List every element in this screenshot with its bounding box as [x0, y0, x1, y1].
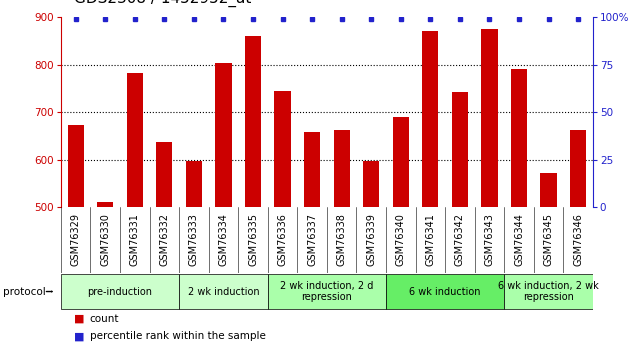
- Text: 2 wk induction: 2 wk induction: [188, 287, 259, 296]
- Text: pre-induction: pre-induction: [88, 287, 153, 296]
- Bar: [215, 63, 231, 207]
- Text: protocol: protocol: [3, 287, 46, 296]
- Text: GSM76344: GSM76344: [514, 213, 524, 266]
- Bar: [127, 73, 143, 207]
- Text: GSM76340: GSM76340: [395, 213, 406, 266]
- FancyBboxPatch shape: [61, 275, 179, 308]
- Bar: [393, 117, 409, 207]
- Bar: [570, 130, 587, 207]
- Bar: [274, 91, 291, 207]
- Text: GSM76337: GSM76337: [307, 213, 317, 266]
- Bar: [481, 29, 497, 207]
- Text: GSM76330: GSM76330: [100, 213, 110, 266]
- Text: GSM76332: GSM76332: [160, 213, 169, 266]
- Text: 6 wk induction, 2 wk
repression: 6 wk induction, 2 wk repression: [498, 281, 599, 302]
- FancyBboxPatch shape: [504, 275, 593, 308]
- Text: GSM76339: GSM76339: [366, 213, 376, 266]
- Text: GSM76336: GSM76336: [278, 213, 288, 266]
- Bar: [67, 125, 84, 207]
- Text: GSM76346: GSM76346: [573, 213, 583, 266]
- Text: GSM76333: GSM76333: [189, 213, 199, 266]
- Text: ■: ■: [74, 314, 84, 324]
- Text: ■: ■: [74, 332, 84, 341]
- Text: GSM76345: GSM76345: [544, 213, 554, 266]
- Text: GSM76338: GSM76338: [337, 213, 347, 266]
- Text: GSM76334: GSM76334: [219, 213, 228, 266]
- FancyBboxPatch shape: [179, 275, 268, 308]
- Text: GSM76331: GSM76331: [129, 213, 140, 266]
- Text: GDS2308 / 1452952_at: GDS2308 / 1452952_at: [74, 0, 251, 7]
- Bar: [333, 130, 350, 207]
- FancyBboxPatch shape: [386, 275, 504, 308]
- FancyBboxPatch shape: [268, 275, 386, 308]
- Bar: [97, 202, 113, 207]
- Text: 2 wk induction, 2 d
repression: 2 wk induction, 2 d repression: [280, 281, 374, 302]
- Bar: [452, 92, 468, 207]
- Text: 6 wk induction: 6 wk induction: [410, 287, 481, 296]
- Text: GSM76341: GSM76341: [426, 213, 435, 266]
- Bar: [422, 31, 438, 207]
- Text: percentile rank within the sample: percentile rank within the sample: [90, 332, 265, 341]
- Bar: [540, 173, 557, 207]
- Bar: [511, 69, 527, 207]
- Bar: [304, 132, 320, 207]
- Text: GSM76342: GSM76342: [455, 213, 465, 266]
- Bar: [156, 141, 172, 207]
- Text: GSM76335: GSM76335: [248, 213, 258, 266]
- Bar: [363, 160, 379, 207]
- Text: GSM76343: GSM76343: [485, 213, 494, 266]
- Bar: [186, 160, 202, 207]
- Bar: [245, 36, 261, 207]
- Text: count: count: [90, 314, 119, 324]
- Text: GSM76329: GSM76329: [71, 213, 81, 266]
